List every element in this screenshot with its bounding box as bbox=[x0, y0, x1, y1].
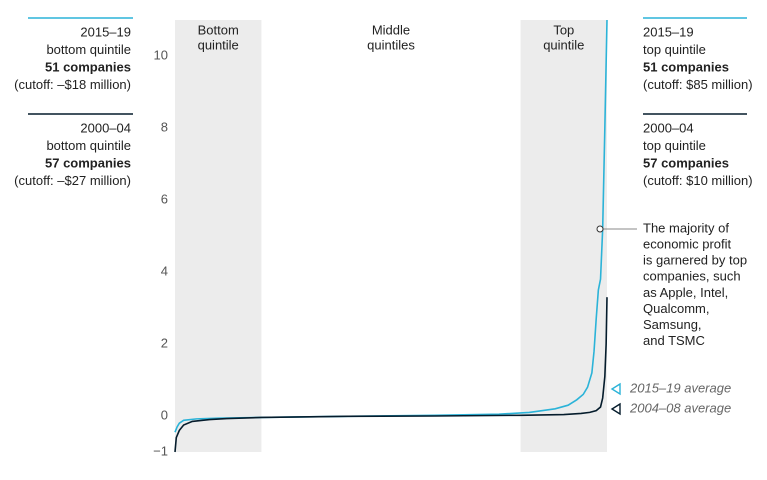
annotation-line: as Apple, Intel, bbox=[643, 285, 728, 300]
note-line: 57 companies bbox=[45, 155, 131, 170]
annotation-line: Samsung, bbox=[643, 317, 702, 332]
note-line: 51 companies bbox=[643, 59, 729, 74]
note-line: (cutoff: –$18 million) bbox=[14, 77, 131, 92]
band-label: quintile bbox=[198, 37, 239, 52]
note-line: (cutoff: –$27 million) bbox=[14, 173, 131, 188]
plot: BottomquintileMiddlequintilesTopquintile… bbox=[14, 17, 753, 458]
y-tick-label: 8 bbox=[161, 119, 168, 134]
legend-marker bbox=[610, 382, 621, 396]
note-line: 57 companies bbox=[643, 155, 729, 170]
note-line: top quintile bbox=[643, 138, 706, 153]
annotation-line: economic profit bbox=[643, 237, 732, 252]
annotation-line: The majority of bbox=[643, 220, 729, 235]
note-line: 2000–04 bbox=[80, 120, 131, 135]
note-line: 51 companies bbox=[45, 59, 131, 74]
annotation-line: Qualcomm, bbox=[643, 301, 709, 316]
note-line: 2015–19 bbox=[643, 24, 694, 39]
note-line: bottom quintile bbox=[46, 138, 131, 153]
band-label: quintiles bbox=[367, 37, 415, 52]
y-tick-label: 4 bbox=[161, 263, 168, 278]
annotation-line: and TSMC bbox=[643, 333, 705, 348]
annotation-line: is garnered by top bbox=[643, 253, 747, 268]
legend-label: 2015–19 average bbox=[629, 380, 731, 395]
annotation-marker bbox=[596, 225, 604, 233]
note-line: (cutoff: $10 million) bbox=[643, 173, 753, 188]
band-label: Middle bbox=[372, 22, 410, 37]
note-line: 2000–04 bbox=[643, 120, 694, 135]
quintile-band bbox=[175, 20, 262, 452]
note-line: (cutoff: $85 million) bbox=[643, 77, 753, 92]
y-tick-label: −1 bbox=[153, 443, 168, 458]
y-tick-label: 2 bbox=[161, 335, 168, 350]
band-label: Bottom bbox=[198, 22, 239, 37]
series-line bbox=[174, 297, 608, 453]
annotation-line: companies, such bbox=[643, 269, 741, 284]
legend-label: 2004–08 average bbox=[629, 400, 731, 415]
note-line: top quintile bbox=[643, 42, 706, 57]
y-tick-label: 10 bbox=[154, 47, 168, 62]
series-line bbox=[174, 19, 608, 433]
band-label: quintile bbox=[543, 37, 584, 52]
y-tick-label: 0 bbox=[161, 407, 168, 422]
note-line: 2015–19 bbox=[80, 24, 131, 39]
legend-marker bbox=[610, 402, 621, 416]
band-label: Top bbox=[553, 22, 574, 37]
quintile-band bbox=[520, 20, 607, 452]
note-line: bottom quintile bbox=[46, 42, 131, 57]
y-tick-label: 6 bbox=[161, 191, 168, 206]
